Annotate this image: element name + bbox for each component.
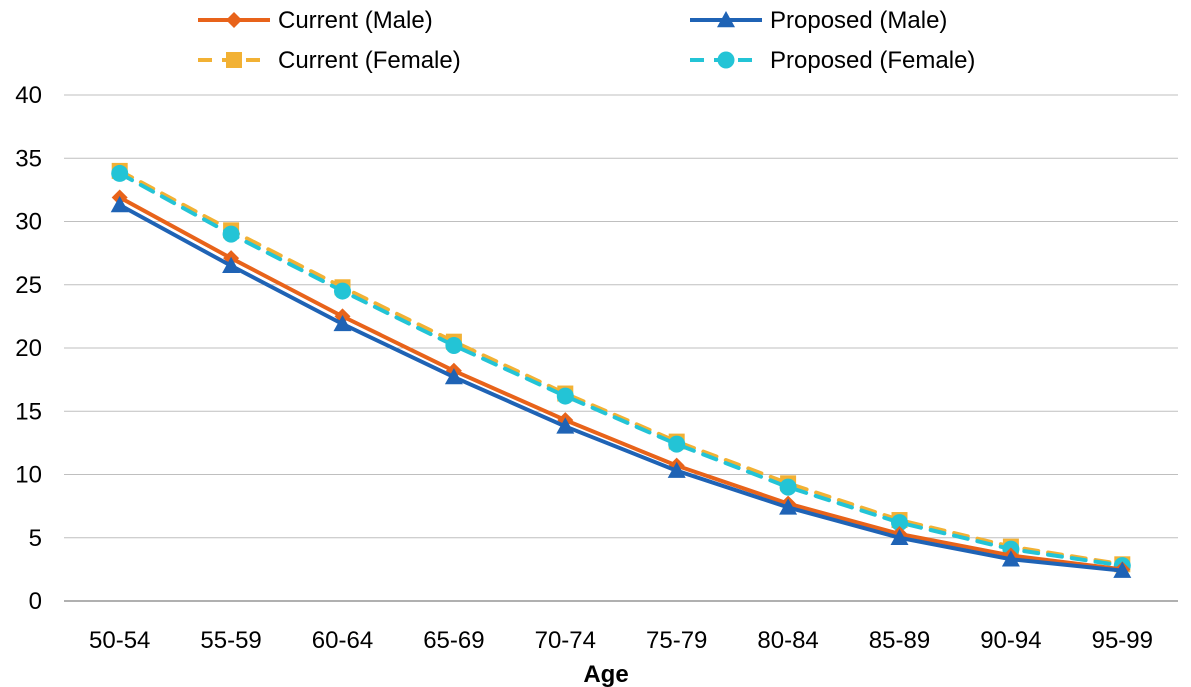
series-0 <box>111 189 1131 578</box>
data-point-marker <box>779 478 797 496</box>
legend-entry: Proposed (Female) <box>690 47 975 74</box>
legend-marker <box>717 51 735 69</box>
data-point-marker <box>333 314 352 332</box>
x-tick-label: 50-54 <box>89 627 150 654</box>
x-tick-label: 80-84 <box>757 627 818 654</box>
legend-label: Current (Male) <box>278 7 433 34</box>
y-tick-label: 5 <box>29 525 42 552</box>
legend: Current (Male) Proposed (Male) Current (Fe… <box>198 7 975 74</box>
y-tick-label: 20 <box>15 335 42 362</box>
series-line <box>117 203 1125 573</box>
data-point-marker <box>1113 561 1132 578</box>
y-tick-label: 25 <box>15 272 42 299</box>
gridlines <box>64 94 1178 539</box>
data-point-marker <box>891 514 908 532</box>
legend-marker <box>226 52 242 68</box>
x-tick-label: 70-74 <box>535 627 596 654</box>
x-tick-label: 60-64 <box>312 627 373 654</box>
x-tick-label: 55-59 <box>200 627 261 654</box>
series-line <box>117 168 1125 567</box>
y-tick-label: 30 <box>15 209 42 236</box>
x-tick-label: 95-99 <box>1092 627 1153 654</box>
data-point-marker <box>1001 550 1020 567</box>
data-point-marker <box>222 225 240 243</box>
series-line <box>117 195 1125 572</box>
data-point-marker <box>445 336 463 354</box>
data-point-marker <box>667 461 686 478</box>
data-point-marker <box>111 164 129 182</box>
x-tick-label: 85-89 <box>869 627 930 654</box>
legend-label: Proposed (Female) <box>770 47 975 74</box>
x-tick-label: 65-69 <box>423 627 484 654</box>
legend-label: Current (Female) <box>278 47 461 74</box>
data-point-marker <box>222 256 241 273</box>
data-point-marker <box>110 196 129 213</box>
y-tick-label: 10 <box>15 462 42 489</box>
legend-entry: Proposed (Male) <box>690 7 947 34</box>
legend-entry: Current (Female) <box>198 47 461 74</box>
series-3 <box>111 164 1131 575</box>
series-line <box>117 171 1125 568</box>
x-axis-title: Age <box>583 661 628 687</box>
x-tick-label: 75-79 <box>646 627 707 654</box>
data-point-marker <box>668 435 686 453</box>
data-point-marker <box>890 528 909 545</box>
data-point-marker <box>556 417 575 434</box>
legend-entry: Current (Male) <box>198 7 433 34</box>
data-point-marker <box>556 387 574 405</box>
x-tick-label: 90-94 <box>980 627 1041 654</box>
data-point-marker <box>779 498 798 515</box>
data-point-marker <box>444 368 463 385</box>
legend-marker <box>717 11 735 28</box>
legend-label: Proposed (Male) <box>770 7 947 34</box>
axes: 0 5 10 15 20 25 30 35 40 50-54 55-59 60-64 65-69 70-7… <box>15 82 1178 654</box>
y-tick-label: 35 <box>15 145 42 172</box>
y-tick-label: 0 <box>29 588 42 615</box>
series-lines <box>110 162 1132 578</box>
y-tick-label: 15 <box>15 398 42 425</box>
y-tick-label: 40 <box>15 82 42 109</box>
series-1 <box>110 196 1132 578</box>
series-2 <box>111 162 1131 573</box>
legend-marker <box>226 12 242 28</box>
data-point-marker <box>334 282 351 300</box>
